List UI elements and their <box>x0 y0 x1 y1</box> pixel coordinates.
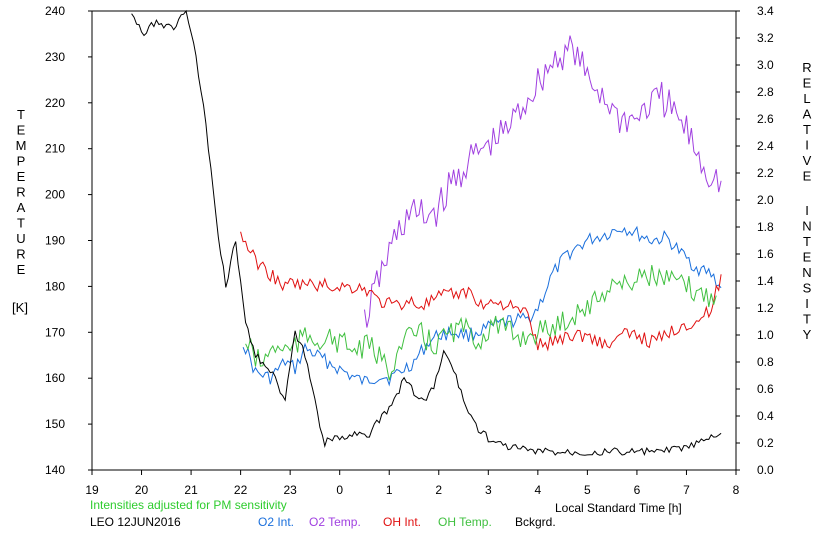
right-tick-label: 3.0 <box>757 58 774 72</box>
left-axis-letter: R <box>16 185 25 200</box>
x-tick-label: 19 <box>85 483 99 497</box>
left-axis-letter: P <box>17 154 26 169</box>
right-axis-letter: E <box>803 169 812 184</box>
x-tick-label: 7 <box>683 483 690 497</box>
legend: O2 Int. O2 Temp. OH Int. OH Temp. Bckgrd. <box>258 515 556 529</box>
adjustment-note: Intensities adjusted for PM sensitivity <box>90 498 287 512</box>
left-axis-letter: U <box>16 231 25 246</box>
series-layer <box>131 9 722 456</box>
left-tick-label: 230 <box>45 50 65 64</box>
legend-entry: O2 Int. <box>258 515 294 529</box>
x-tick-label: 5 <box>584 483 591 497</box>
right-tick-label: 0.2 <box>757 436 774 450</box>
right-axis-letter: T <box>803 234 811 249</box>
left-axis-letter: T <box>17 216 25 231</box>
left-tick-label: 170 <box>45 325 65 339</box>
series-line <box>364 35 722 328</box>
series-line <box>242 225 722 387</box>
right-axis-letter: I <box>805 203 809 218</box>
right-axis-letter: E <box>803 76 812 91</box>
right-tick-label: 2.6 <box>757 112 774 126</box>
right-tick-label: 1.0 <box>757 328 774 342</box>
right-axis-letter: T <box>803 122 811 137</box>
x-axis-label: Local Standard Time [h] <box>555 501 682 515</box>
legend-entry: OH Temp. <box>438 515 492 529</box>
left-axis-letter: R <box>16 247 25 262</box>
right-axis-letter: E <box>803 250 812 265</box>
legend-entry: OH Int. <box>383 515 421 529</box>
left-tick-label: 160 <box>45 371 65 385</box>
left-tick-label: 240 <box>45 4 65 18</box>
right-tick-label: 0.6 <box>757 382 774 396</box>
left-axis-letter: A <box>17 200 26 215</box>
x-tick-label: 0 <box>336 483 343 497</box>
right-axis-letter: Y <box>803 327 812 342</box>
right-axis-letter: N <box>802 265 811 280</box>
x-tick-label: 4 <box>535 483 542 497</box>
legend-entry: O2 Temp. <box>309 515 361 529</box>
legend-entry: Bckgrd. <box>515 515 556 529</box>
left-axis-letter: E <box>17 262 26 277</box>
left-tick-label: 200 <box>45 188 65 202</box>
x-tick-label: 3 <box>485 483 492 497</box>
right-tick-label: 1.4 <box>757 274 774 288</box>
right-axis-letter: T <box>803 312 811 327</box>
left-axis-letter: M <box>16 138 27 153</box>
series-line <box>240 231 722 352</box>
right-tick-label: 0.4 <box>757 409 774 423</box>
right-tick-label: 3.4 <box>757 4 774 18</box>
right-tick-label: 1.6 <box>757 247 774 261</box>
right-tick-label: 0.0 <box>757 463 774 477</box>
right-tick-label: 2.0 <box>757 193 774 207</box>
right-axis-letter: I <box>805 296 809 311</box>
x-tick-label: 20 <box>135 483 149 497</box>
left-tick-label: 140 <box>45 463 65 477</box>
right-tick-label: 0.8 <box>757 355 774 369</box>
right-axis-letter: R <box>802 60 811 75</box>
x-tick-label: 21 <box>184 483 198 497</box>
right-tick-label: 2.8 <box>757 85 774 99</box>
axes: 1401501601701801902002102202302400.00.20… <box>45 4 774 497</box>
caption: LEO 12JUN2016 <box>90 515 181 529</box>
left-axis-letter: E <box>17 123 26 138</box>
series-line <box>131 9 722 456</box>
left-tick-label: 150 <box>45 417 65 431</box>
right-axis-letter: L <box>803 91 810 106</box>
left-tick-label: 190 <box>45 234 65 248</box>
left-axis-unit: [K] <box>12 300 28 315</box>
right-axis-letter: V <box>803 153 812 168</box>
right-axis-letter: S <box>803 281 812 296</box>
series-line <box>245 265 717 381</box>
right-axis-letter: N <box>802 219 811 234</box>
x-tick-label: 22 <box>234 483 248 497</box>
right-tick-label: 2.4 <box>757 139 774 153</box>
right-axis-letter: A <box>803 107 812 122</box>
x-tick-label: 8 <box>733 483 740 497</box>
right-axis-letter: I <box>805 138 809 153</box>
right-tick-label: 3.2 <box>757 31 774 45</box>
right-tick-label: 2.2 <box>757 166 774 180</box>
right-tick-label: 1.2 <box>757 301 774 315</box>
x-tick-label: 2 <box>435 483 442 497</box>
left-tick-label: 180 <box>45 279 65 293</box>
left-tick-label: 220 <box>45 96 65 110</box>
x-tick-label: 6 <box>634 483 641 497</box>
x-tick-label: 23 <box>283 483 297 497</box>
left-tick-label: 210 <box>45 142 65 156</box>
x-tick-label: 1 <box>386 483 393 497</box>
right-tick-label: 1.8 <box>757 220 774 234</box>
left-axis-letter: T <box>17 107 25 122</box>
left-axis-letter: E <box>17 169 26 184</box>
